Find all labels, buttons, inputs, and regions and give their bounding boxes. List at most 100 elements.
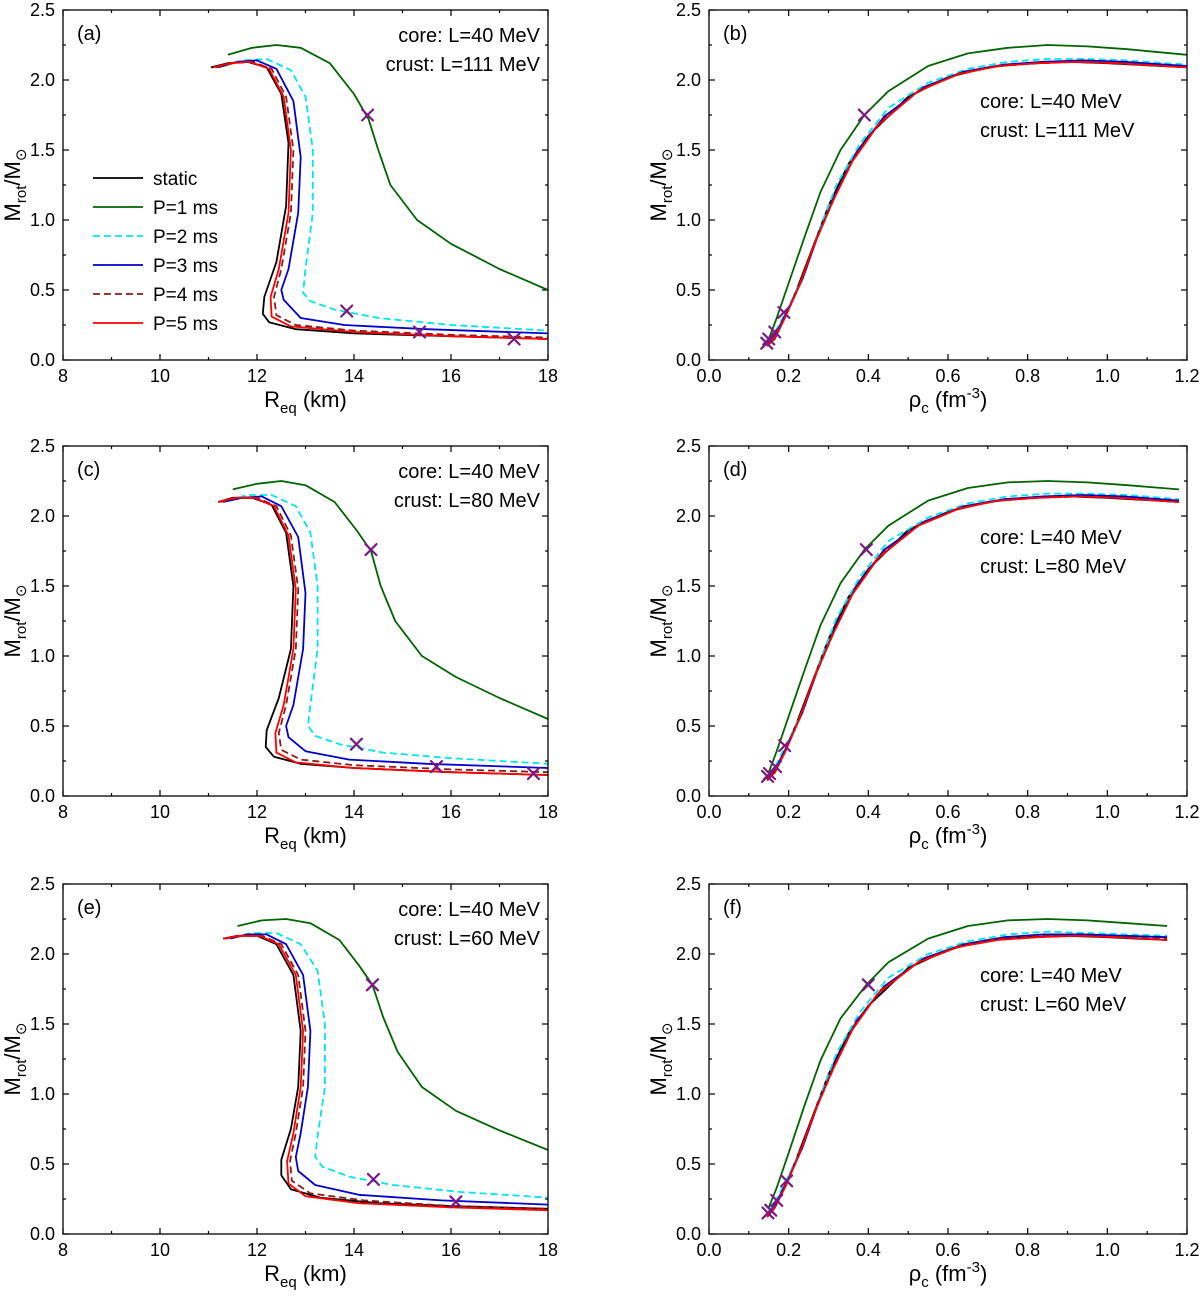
y-tick-label: 1.0: [676, 1084, 701, 1104]
cross-marker: [778, 738, 792, 753]
plot-frame: [62, 9, 549, 361]
y-tick-label: 1.0: [30, 210, 55, 230]
x-tick-label: 10: [150, 366, 170, 386]
y-tick-label: 0.0: [676, 350, 701, 370]
series-line-p-1-ms: [767, 44, 1187, 340]
cross-marker: [760, 769, 775, 784]
x-tick-label: 18: [538, 802, 558, 822]
y-tick-label: 2.5: [30, 0, 55, 20]
cross-marker: [507, 332, 521, 346]
y-axis-label: Mrot/M⊙: [0, 585, 30, 658]
x-axis-label: ρc (fm-3): [909, 1259, 988, 1291]
x-tick-label: 0.4: [856, 802, 881, 822]
series-line-p-2-ms: [768, 930, 1168, 1213]
panel-label: (f): [723, 897, 742, 919]
legend-label: P=4 ms: [153, 285, 218, 306]
x-tick-label: 1.2: [1174, 802, 1199, 822]
cross-marker: [360, 108, 375, 122]
cross-marker: [412, 325, 427, 339]
cross-marker: [366, 1172, 380, 1187]
x-tick-label: 0.0: [696, 366, 721, 386]
y-tick-label: 1.5: [30, 140, 55, 160]
series-line-static: [217, 496, 548, 776]
series-group: [217, 480, 548, 776]
y-tick-label: 0.0: [30, 350, 55, 370]
series-line-p-4-ms: [220, 496, 548, 774]
legend: static P=1 ms P=2 ms P=3 ms P=4 ms P=5 ms: [93, 169, 218, 335]
legend-label: P=3 ms: [153, 256, 218, 277]
series-group: [766, 44, 1187, 347]
cross-marker: [770, 1193, 784, 1208]
x-tick-label: 10: [150, 1240, 170, 1260]
x-tick-label: 14: [344, 1240, 364, 1260]
series-line-p-3-ms: [230, 933, 548, 1206]
series-line-static: [222, 934, 548, 1210]
panel-f: 0.0 0.2 0.4 0.6 0.8 1.0 1.2 0.0 0.5 1.0 1.5 2.0 2.5 (…: [646, 874, 1200, 1291]
panel-label: (b): [723, 23, 747, 45]
series-line-p-1-ms: [767, 480, 1180, 773]
y-tick-label: 2.0: [676, 70, 701, 90]
annotation-line: core: L=40 MeV: [980, 91, 1122, 113]
x-tick-label: 0.8: [1015, 366, 1040, 386]
y-tick-label: 0.5: [30, 716, 55, 736]
annotation-line: crust: L=111 MeV: [386, 54, 541, 76]
series-group: [764, 918, 1168, 1218]
y-tick-label: 2.5: [676, 874, 701, 894]
annotation-line: core: L=40 MeV: [980, 527, 1122, 549]
legend-label: P=2 ms: [153, 227, 218, 248]
x-tick-label: 8: [58, 366, 68, 386]
y-tick-label: 0.0: [676, 786, 701, 806]
series-line-static: [766, 60, 1187, 347]
x-tick-label: 14: [344, 366, 364, 386]
x-tick-label: 1.0: [1095, 366, 1120, 386]
y-tick-label: 1.0: [676, 646, 701, 666]
annotation-line: crust: L=80 MeV: [980, 556, 1127, 578]
series-line-p-5-ms: [217, 496, 548, 776]
x-axis-label: Req (km): [264, 387, 347, 417]
plot-frame: [62, 445, 549, 797]
x-tick-label: 10: [150, 802, 170, 822]
series-line-p-4-ms: [225, 934, 548, 1210]
x-tick-label: 0.0: [696, 802, 721, 822]
x-axis-label: ρc (fm-3): [909, 385, 988, 417]
y-tick-label: 2.0: [30, 506, 55, 526]
cross-marker: [429, 759, 444, 774]
x-tick-label: 0.2: [776, 1240, 801, 1260]
cross-marker: [364, 542, 378, 557]
y-tick-label: 2.5: [30, 436, 55, 456]
y-axis-label: Mrot/M⊙: [0, 1023, 30, 1096]
cross-marker: [526, 766, 541, 781]
y-axis-label: Mrot/M⊙: [0, 149, 30, 222]
x-tick-label: 0.6: [935, 366, 960, 386]
cross-marker: [340, 304, 354, 318]
x-tick-label: 12: [247, 1240, 267, 1260]
y-tick-label: 0.5: [676, 280, 701, 300]
y-tick-label: 0.0: [30, 1224, 55, 1244]
y-tick-label: 1.0: [676, 210, 701, 230]
series-line-p-2-ms: [768, 492, 1180, 776]
x-tick-label: 12: [247, 802, 267, 822]
legend-label: P=5 ms: [153, 314, 218, 335]
x-tick-label: 12: [247, 366, 267, 386]
plot-frame: [708, 445, 1188, 797]
y-tick-label: 2.0: [30, 944, 55, 964]
panel-e: 8 10 12 14 16 18 0.0 0.5 1.0 1.5 2.0 2.5 (e) core: L=…: [0, 874, 558, 1291]
x-tick-label: 18: [538, 1240, 558, 1260]
x-tick-label: 16: [441, 366, 461, 386]
cross-marker: [760, 336, 774, 350]
x-tick-label: 14: [344, 802, 364, 822]
cross-marker: [780, 1174, 794, 1188]
y-tick-label: 0.0: [30, 786, 55, 806]
y-tick-label: 2.0: [676, 944, 701, 964]
x-tick-label: 8: [58, 1240, 68, 1260]
y-tick-label: 2.0: [676, 506, 701, 526]
x-tick-label: 16: [441, 802, 461, 822]
series-line-p-3-ms: [222, 495, 548, 769]
panel-label: (d): [723, 459, 747, 481]
y-tick-label: 1.0: [30, 646, 55, 666]
legend-label: P=1 ms: [153, 198, 218, 219]
y-tick-label: 0.5: [30, 280, 55, 300]
cross-marker: [761, 1206, 775, 1220]
cross-marker: [857, 108, 871, 122]
